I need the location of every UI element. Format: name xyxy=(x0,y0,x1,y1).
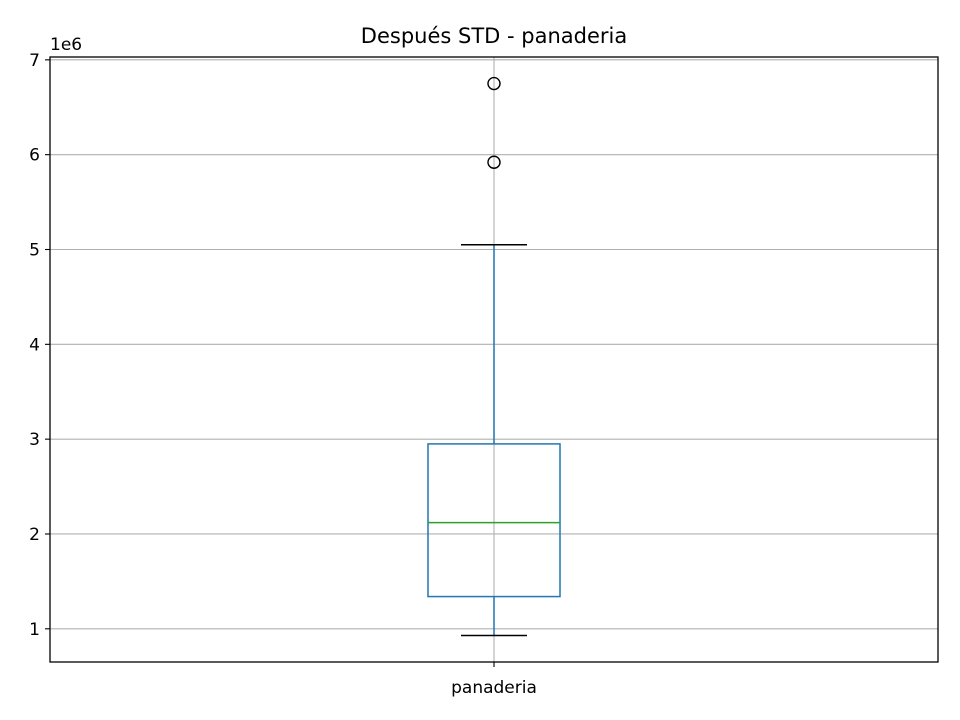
y-tick-label: 7 xyxy=(29,51,40,71)
box-plot-layer xyxy=(427,76,561,637)
chart-title: Después STD - panaderia xyxy=(361,24,627,48)
outlier-point xyxy=(487,155,501,169)
interquartile-box xyxy=(427,443,561,598)
outlier-point xyxy=(487,76,501,91)
x-axis: panaderia xyxy=(451,662,537,698)
y-tick-label: 6 xyxy=(29,146,40,166)
x-tick-label: panaderia xyxy=(451,678,537,698)
y-tick-label: 1 xyxy=(29,620,40,640)
y-axis-offset-label: 1e6 xyxy=(50,35,82,55)
y-tick-label: 3 xyxy=(29,430,40,450)
y-tick-label: 2 xyxy=(29,525,40,545)
y-tick-label: 4 xyxy=(29,335,40,355)
y-tick-label: 5 xyxy=(29,241,40,261)
y-axis: 1 2 3 4 5 6 7 xyxy=(29,51,50,640)
